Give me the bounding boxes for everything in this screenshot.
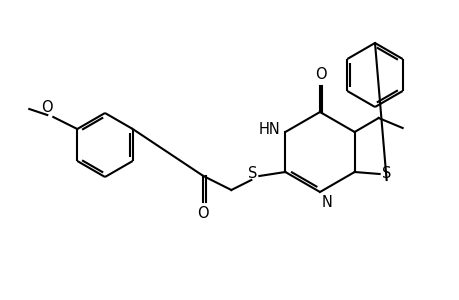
Text: S: S (381, 166, 390, 181)
Text: N: N (321, 195, 332, 210)
Text: HN: HN (258, 122, 280, 136)
Text: O: O (40, 100, 52, 115)
Text: O: O (197, 206, 209, 221)
Text: S: S (247, 167, 257, 182)
Text: O: O (314, 67, 326, 82)
